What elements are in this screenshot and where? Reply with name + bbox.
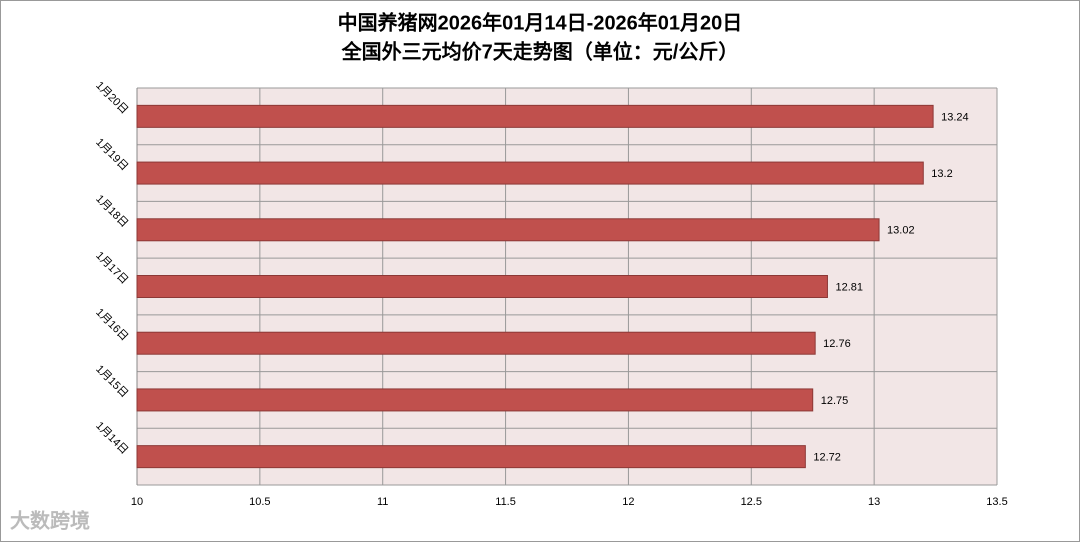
value-label: 12.75 [821,395,849,407]
x-tick-label: 11 [377,496,388,508]
value-label: 13.2 [931,168,952,180]
watermark: 大数跨境 [10,508,90,532]
x-tick-label: 12 [622,496,634,508]
bar [136,445,806,469]
bar [136,104,934,128]
bar [136,388,814,412]
value-label: 12.81 [835,281,863,293]
bar [136,161,924,185]
bar [136,331,816,355]
bar [136,275,828,298]
value-label: 12.76 [823,338,851,350]
value-label: 13.24 [941,111,969,123]
chart-subtitle: 全国外三元均价7天走势图（单位：元/公斤） [341,39,739,63]
x-tick-label: 10 [131,496,143,508]
x-tick-label: 11.5 [495,496,516,508]
x-tick-label: 12.5 [741,496,762,508]
x-tick-label: 13.5 [986,496,1007,508]
value-label: 13.02 [887,225,915,237]
chart-title: 中国养猪网2026年01月14日-2026年01月20日 [338,10,743,34]
x-tick-label: 13 [868,496,880,508]
x-tick-label: 10.5 [249,496,270,508]
bar [136,218,880,242]
value-label: 12.72 [813,452,841,464]
